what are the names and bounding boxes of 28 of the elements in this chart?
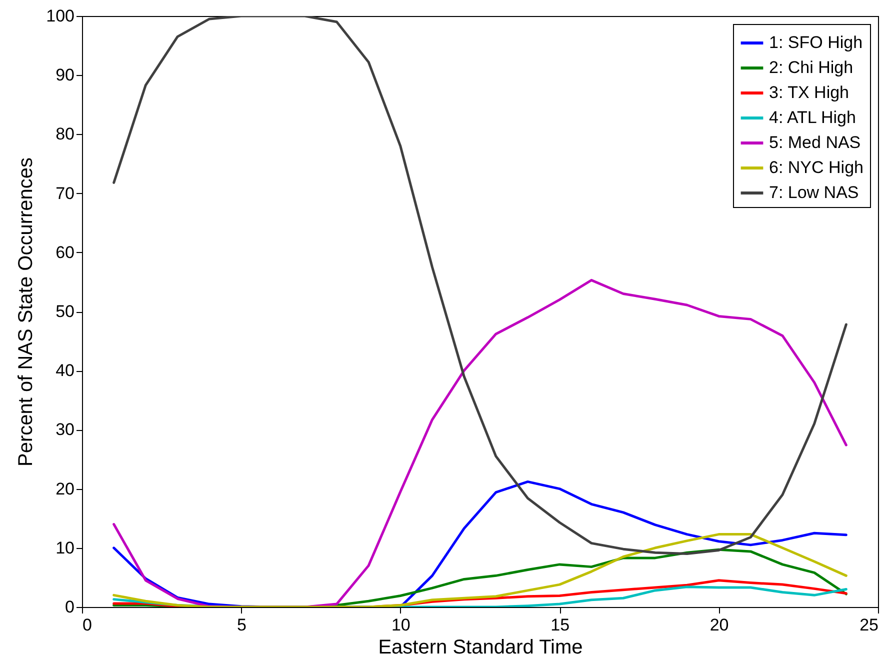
y-tick-label: 60 bbox=[56, 242, 74, 262]
line-series bbox=[112, 278, 848, 607]
legend-label: 2: Chi High bbox=[769, 58, 854, 77]
y-tick-label: 10 bbox=[56, 538, 74, 558]
legend-label: 7: Low NAS bbox=[769, 183, 859, 202]
x-tick-label: 10 bbox=[391, 616, 410, 634]
y-tick-label: 0 bbox=[65, 598, 74, 616]
y-tick-label: 20 bbox=[56, 479, 74, 498]
x-tick-label: 15 bbox=[550, 616, 570, 634]
legend-label: 6: NYC High bbox=[769, 158, 864, 177]
x-axis-title: Eastern Standard Time bbox=[378, 636, 583, 658]
x-tick-label: 25 bbox=[860, 616, 878, 634]
y-tick-label: 50 bbox=[56, 302, 74, 321]
line-series bbox=[112, 533, 848, 607]
y-tick-label: 100 bbox=[46, 6, 74, 26]
x-tick-label: 5 bbox=[236, 616, 246, 634]
legend-label: 1: SFO High bbox=[769, 33, 863, 52]
y-tick-label: 80 bbox=[56, 124, 74, 144]
legend-label: 3: TX High bbox=[769, 83, 850, 102]
y-tick-label: 70 bbox=[56, 184, 74, 203]
y-tick-label: 30 bbox=[56, 420, 74, 440]
legend-label: 4: ATL High bbox=[769, 108, 856, 127]
y-tick-label: 90 bbox=[56, 66, 74, 85]
y-tick-label: 40 bbox=[56, 361, 74, 380]
x-tick-label: 0 bbox=[82, 616, 92, 634]
y-axis-title: Percent of NAS State Occurrences bbox=[15, 157, 38, 467]
legend-label: 5: Med NAS bbox=[769, 133, 861, 152]
x-tick-label: 20 bbox=[710, 616, 729, 634]
